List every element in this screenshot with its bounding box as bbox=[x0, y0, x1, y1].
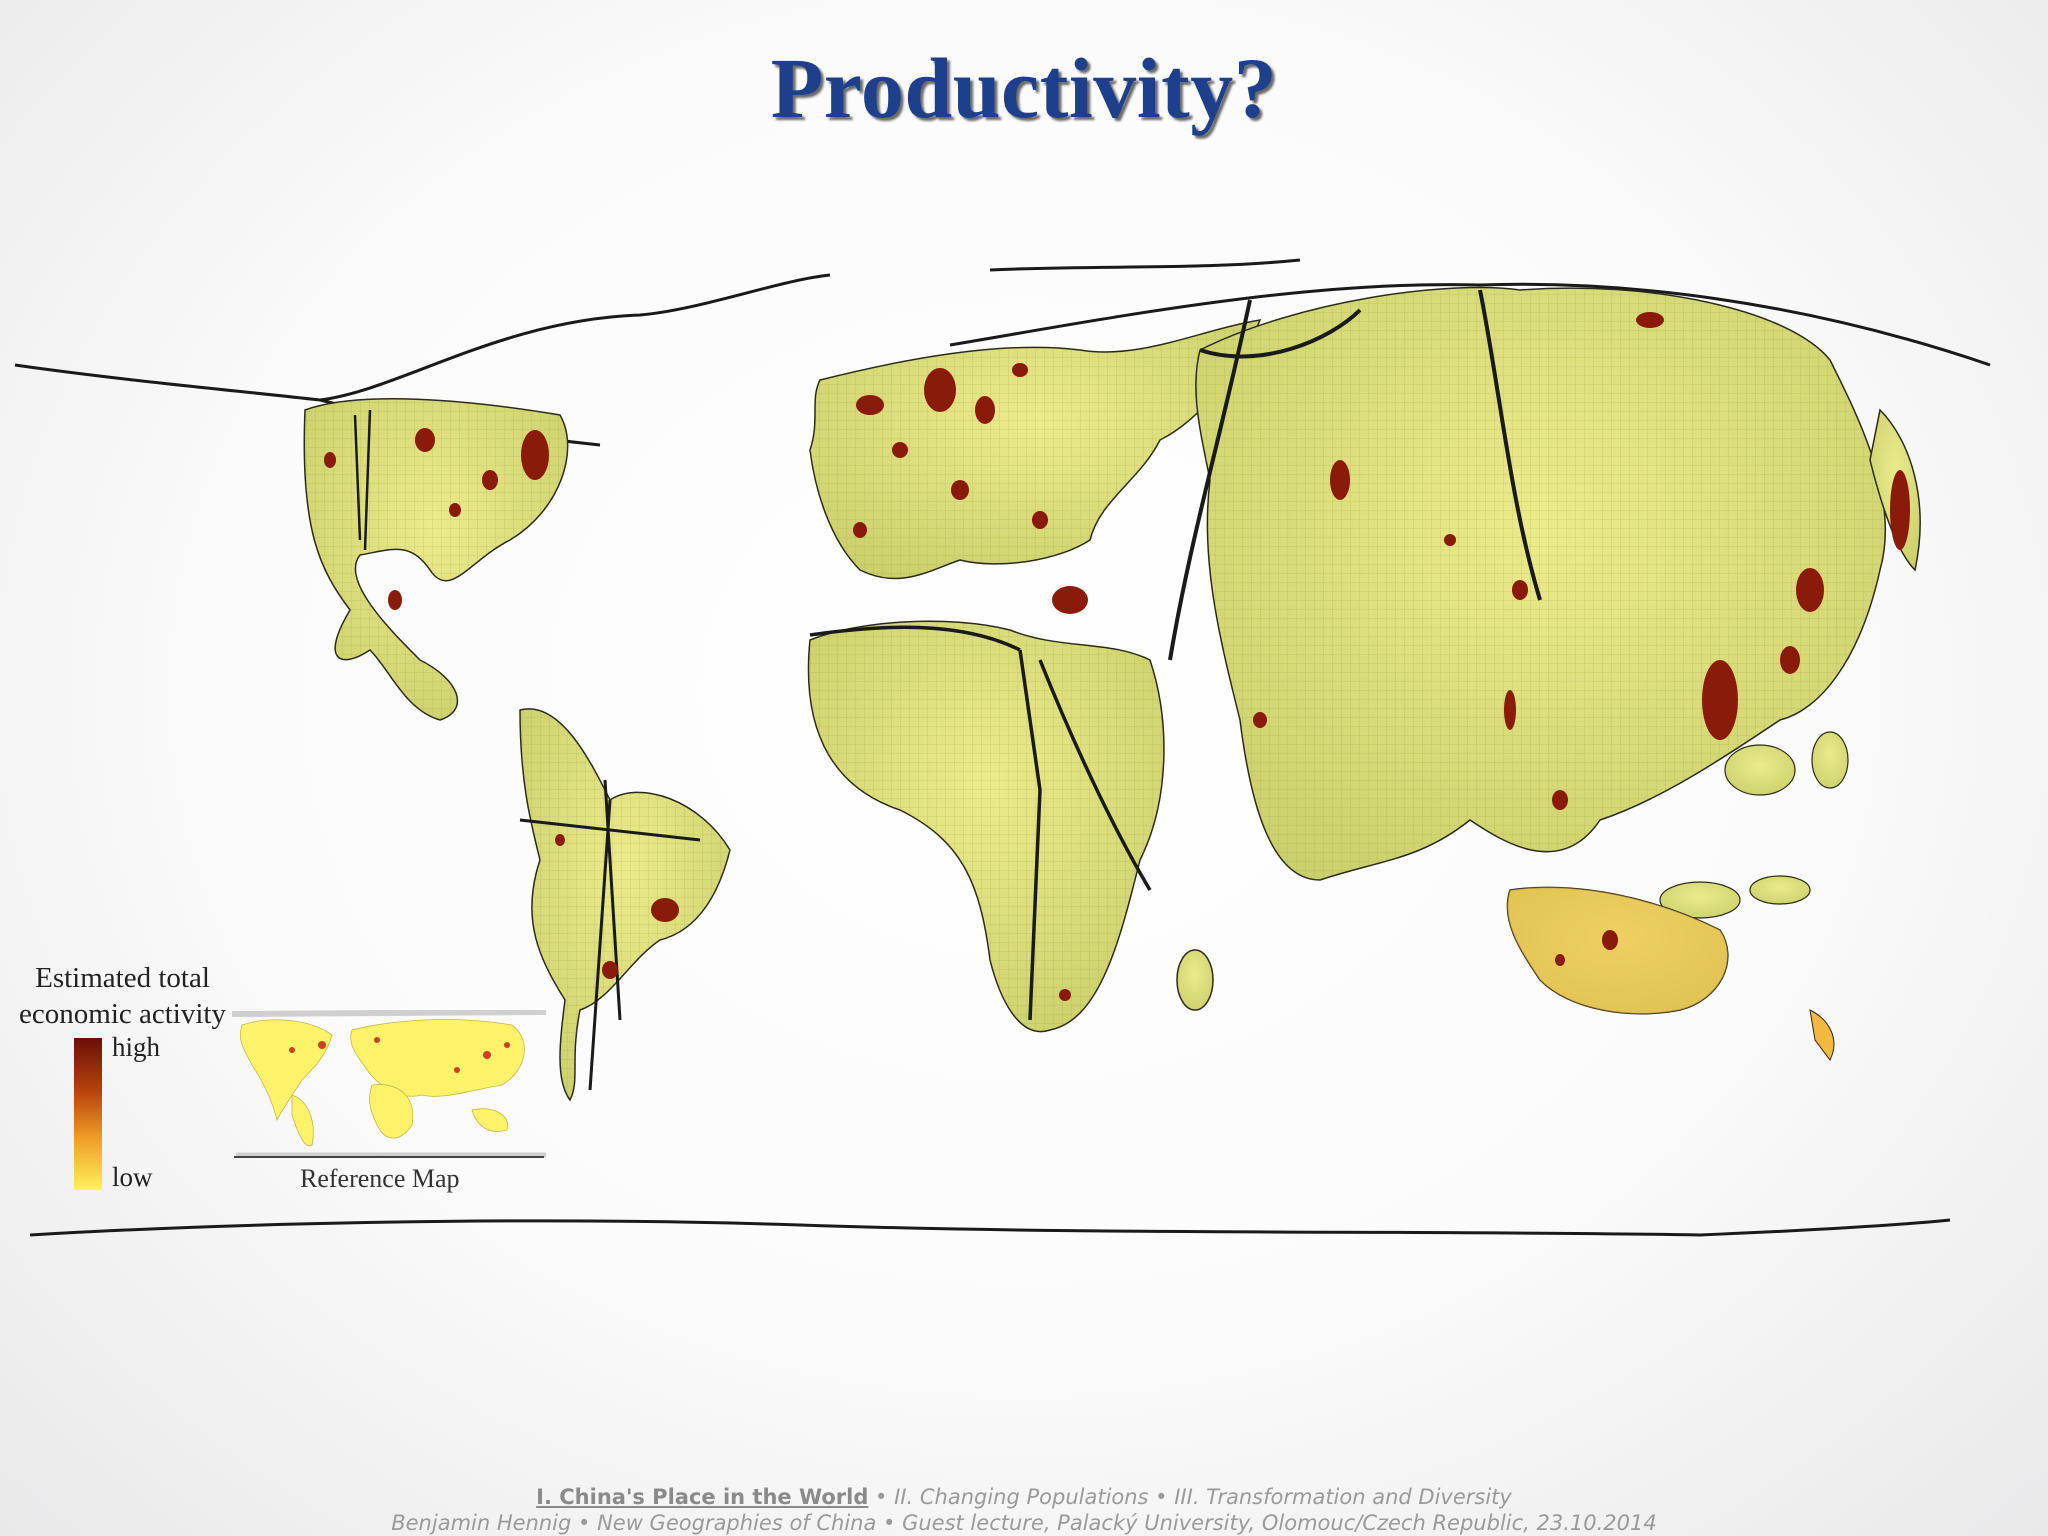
europe bbox=[809, 319, 1262, 580]
legend-title-line2: economic activity bbox=[19, 998, 226, 1030]
legend-color-scale bbox=[74, 1038, 102, 1190]
legend-high-label: high bbox=[112, 1032, 161, 1062]
reference-map-baseline bbox=[234, 1156, 544, 1158]
legend-low-label: low bbox=[112, 1162, 153, 1192]
gridded-cartogram-map bbox=[14, 258, 1991, 1237]
reference-map bbox=[232, 1010, 546, 1158]
footer-line2: Benjamin Hennig • New Geographies of Chi… bbox=[391, 1511, 1657, 1535]
reference-map-label: Reference Map bbox=[300, 1164, 460, 1193]
asia bbox=[1168, 286, 1921, 881]
footer-line1: I. China's Place in the World • II. Chan… bbox=[0, 1484, 2048, 1510]
legend-title: Estimated total economic activity bbox=[0, 960, 245, 1032]
africa bbox=[807, 586, 1214, 1033]
footer-current-section: I. China's Place in the World bbox=[536, 1485, 869, 1509]
legend-title-line1: Estimated total bbox=[35, 962, 210, 994]
slide-footer: I. China's Place in the World • II. Chan… bbox=[0, 1484, 2048, 1536]
slide-title: Productivity? bbox=[770, 40, 1278, 136]
footer-other-sections: • II. Changing Populations • III. Transf… bbox=[868, 1485, 1512, 1509]
north-america bbox=[303, 398, 569, 721]
southeast-asia-islands bbox=[1659, 731, 1849, 919]
australia bbox=[1506, 886, 1835, 1061]
south-america bbox=[519, 708, 731, 1102]
antarctica-outline bbox=[29, 1218, 1951, 1237]
